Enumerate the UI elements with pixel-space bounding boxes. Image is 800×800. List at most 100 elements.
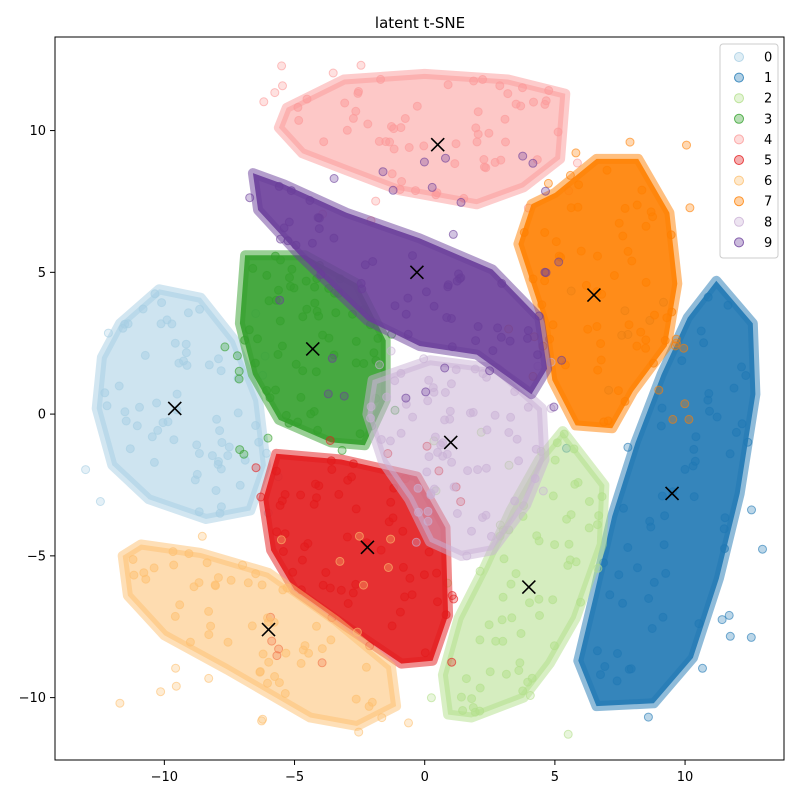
scatter-point <box>576 246 586 256</box>
scatter-point <box>389 144 399 154</box>
scatter-point <box>746 632 756 642</box>
scatter-point <box>498 636 508 646</box>
scatter-point <box>378 167 388 177</box>
scatter-point <box>182 360 192 370</box>
scatter-point <box>512 434 522 444</box>
scatter-point <box>343 599 353 608</box>
scatter-point <box>426 693 436 703</box>
scatter-point <box>251 421 261 430</box>
scatter-point <box>533 350 543 360</box>
scatter-point <box>407 590 417 600</box>
scatter-point <box>498 592 508 602</box>
scatter-point <box>293 417 303 427</box>
y-tick-label: 10 <box>29 124 46 139</box>
scatter-point <box>337 445 347 455</box>
scatter-point <box>485 667 495 677</box>
scatter-point <box>541 186 550 196</box>
scatter-point <box>518 686 528 696</box>
legend-marker <box>734 155 744 165</box>
cluster-region-0 <box>91 284 271 524</box>
scatter-point <box>323 389 333 399</box>
scatter-point <box>723 300 733 310</box>
scatter-point <box>283 236 293 246</box>
scatter-point <box>447 342 457 352</box>
scatter-point <box>312 621 321 631</box>
scatter-point <box>390 376 400 386</box>
scatter-point <box>359 580 368 590</box>
scatter-point <box>326 456 336 466</box>
scatter-point <box>390 301 400 311</box>
scatter-point <box>441 610 451 620</box>
scatter-point <box>514 666 524 675</box>
scatter-point <box>452 509 462 518</box>
scatter-point <box>419 157 429 167</box>
scatter-point <box>306 409 316 419</box>
scatter-point <box>253 334 262 344</box>
scatter-point <box>247 621 257 631</box>
scatter-point <box>645 516 655 526</box>
cluster-9 <box>245 151 567 412</box>
scatter-point <box>712 412 722 422</box>
scatter-point <box>347 472 356 482</box>
scatter-point <box>657 403 667 413</box>
scatter-point <box>593 563 603 573</box>
scatter-point <box>348 113 358 123</box>
scatter-point <box>296 392 306 402</box>
scatter-point <box>602 165 612 175</box>
cluster-region-4 <box>273 68 571 210</box>
scatter-point <box>680 399 690 409</box>
scatter-point <box>534 311 544 321</box>
scatter-point <box>473 107 483 117</box>
cluster-4 <box>259 60 582 226</box>
scatter-point <box>181 339 191 349</box>
scatter-point <box>100 388 110 398</box>
scatter-point <box>613 649 622 658</box>
scatter-point <box>386 534 396 544</box>
legend-marker <box>734 93 744 104</box>
scatter-point <box>447 591 457 600</box>
scatter-point <box>175 600 185 610</box>
scatter-point <box>647 624 657 633</box>
scatter-point <box>123 319 133 329</box>
scatter-point <box>351 336 361 346</box>
scatter-point <box>689 492 699 502</box>
scatter-point <box>152 398 162 408</box>
scatter-point <box>184 549 194 559</box>
scatter-point <box>563 560 573 570</box>
scatter-point <box>626 664 636 674</box>
scatter-point <box>450 159 460 169</box>
scatter-point <box>592 322 602 331</box>
scatter-point <box>376 435 386 444</box>
scatter-point <box>619 503 628 513</box>
scatter-point <box>423 506 433 516</box>
scatter-point <box>644 594 654 603</box>
scatter-point <box>573 478 583 487</box>
scatter-point <box>288 567 298 577</box>
scatter-point <box>174 358 184 368</box>
scatter-point <box>515 658 525 668</box>
scatter-point <box>281 410 291 420</box>
scatter-point <box>366 402 376 412</box>
scatter-point <box>309 499 319 509</box>
scatter-point <box>528 158 538 168</box>
scatter-point <box>156 319 166 329</box>
scatter-point <box>473 322 483 331</box>
scatter-point <box>284 217 294 227</box>
scatter-point <box>527 673 537 683</box>
y-axis: −10 −5 0 5 10 <box>19 124 55 706</box>
scatter-point <box>352 627 362 637</box>
scatter-point <box>287 264 297 274</box>
scatter-point <box>537 300 547 310</box>
scatter-point <box>584 497 594 506</box>
scatter-point <box>548 595 558 605</box>
scatter-point <box>255 667 265 677</box>
scatter-point <box>150 289 160 299</box>
plot-frame <box>54 36 785 761</box>
scatter-point <box>396 428 406 438</box>
scatter-point <box>475 706 485 716</box>
scatter-point <box>291 240 301 250</box>
scatter-point <box>214 354 223 364</box>
scatter-point <box>559 429 569 439</box>
scatter-point <box>741 371 751 380</box>
scatter-point <box>411 186 420 196</box>
